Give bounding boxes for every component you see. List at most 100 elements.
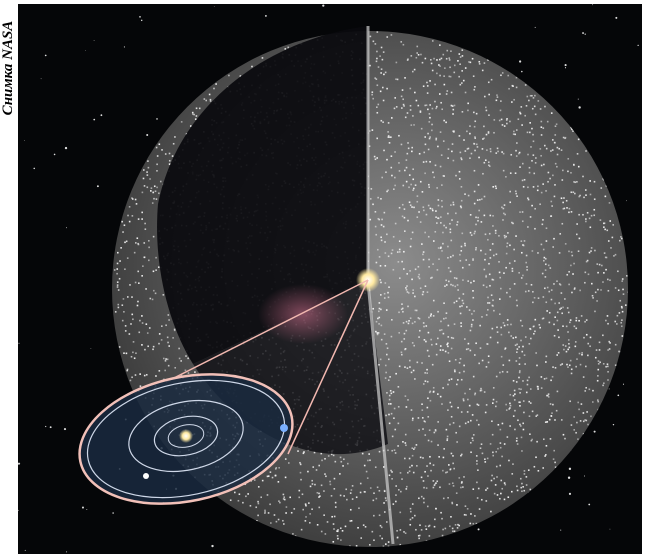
particle	[128, 206, 131, 208]
particle	[515, 149, 517, 152]
particle	[180, 121, 183, 123]
particle	[452, 422, 455, 424]
particle	[526, 269, 528, 271]
particle	[603, 252, 606, 254]
particle	[559, 308, 561, 310]
particle	[465, 348, 468, 351]
particle	[516, 485, 518, 488]
particle	[529, 402, 532, 404]
star	[93, 40, 95, 41]
particle	[392, 268, 395, 271]
particle	[515, 76, 518, 79]
particle	[333, 477, 336, 480]
particle	[473, 202, 476, 205]
particle	[118, 277, 121, 280]
particle	[517, 419, 519, 422]
particle	[158, 342, 160, 345]
particle	[603, 382, 605, 385]
particle	[515, 235, 517, 237]
particle	[502, 364, 505, 366]
particle	[373, 539, 375, 542]
particle	[536, 364, 538, 367]
particle	[529, 388, 532, 390]
particle	[579, 363, 582, 366]
star	[477, 528, 480, 531]
particle	[577, 438, 579, 440]
particle	[381, 218, 383, 221]
particle	[418, 273, 420, 276]
particle	[599, 361, 601, 364]
particle	[456, 221, 459, 223]
particle	[128, 220, 131, 223]
star	[213, 5, 215, 7]
particle	[509, 190, 511, 193]
particle	[466, 411, 469, 413]
particle	[403, 250, 405, 253]
particle	[467, 109, 469, 112]
particle	[481, 69, 484, 72]
particle	[299, 463, 302, 466]
particle	[378, 450, 381, 453]
particle	[350, 519, 353, 522]
particle	[391, 174, 393, 177]
particle	[529, 94, 532, 97]
particle	[488, 165, 491, 168]
particle	[573, 164, 575, 166]
particle	[515, 440, 518, 442]
particle	[380, 338, 383, 341]
star	[588, 503, 591, 506]
particle	[450, 405, 453, 408]
particle	[482, 284, 485, 287]
particle	[577, 250, 580, 253]
particle	[461, 299, 464, 302]
particle	[283, 523, 285, 525]
particle	[131, 197, 133, 199]
particle	[452, 337, 455, 340]
particle	[462, 293, 465, 295]
particle	[619, 299, 622, 302]
particle	[582, 213, 584, 216]
cutaway-interior	[157, 26, 368, 364]
particle	[550, 215, 553, 217]
particle	[552, 246, 554, 248]
particle	[355, 496, 358, 499]
particle	[290, 511, 293, 514]
particle	[516, 351, 518, 353]
particle	[513, 130, 515, 133]
particle	[530, 337, 532, 340]
particle	[371, 129, 374, 131]
particle	[501, 151, 503, 153]
particle	[158, 370, 161, 372]
particle	[305, 516, 307, 518]
particle	[424, 136, 427, 138]
particle	[434, 429, 437, 432]
particle	[473, 169, 476, 172]
particle	[118, 346, 121, 348]
particle	[422, 251, 425, 253]
particle	[446, 49, 449, 52]
particle	[146, 332, 149, 334]
particle	[124, 241, 126, 244]
particle	[519, 319, 522, 322]
particle	[399, 511, 402, 514]
particle	[553, 449, 556, 452]
particle	[425, 340, 427, 343]
particle	[523, 489, 526, 492]
particle	[362, 524, 365, 526]
particle	[605, 256, 608, 259]
particle	[278, 466, 280, 469]
particle	[396, 536, 399, 539]
particle	[132, 318, 134, 321]
particle	[383, 489, 386, 492]
particle	[452, 485, 455, 487]
particle	[505, 252, 508, 255]
particle	[549, 177, 551, 180]
particle	[434, 100, 436, 103]
particle	[388, 474, 391, 477]
particle	[410, 183, 412, 186]
particle	[416, 195, 419, 197]
particle	[506, 436, 509, 438]
particle	[245, 495, 247, 498]
particle	[463, 370, 465, 373]
